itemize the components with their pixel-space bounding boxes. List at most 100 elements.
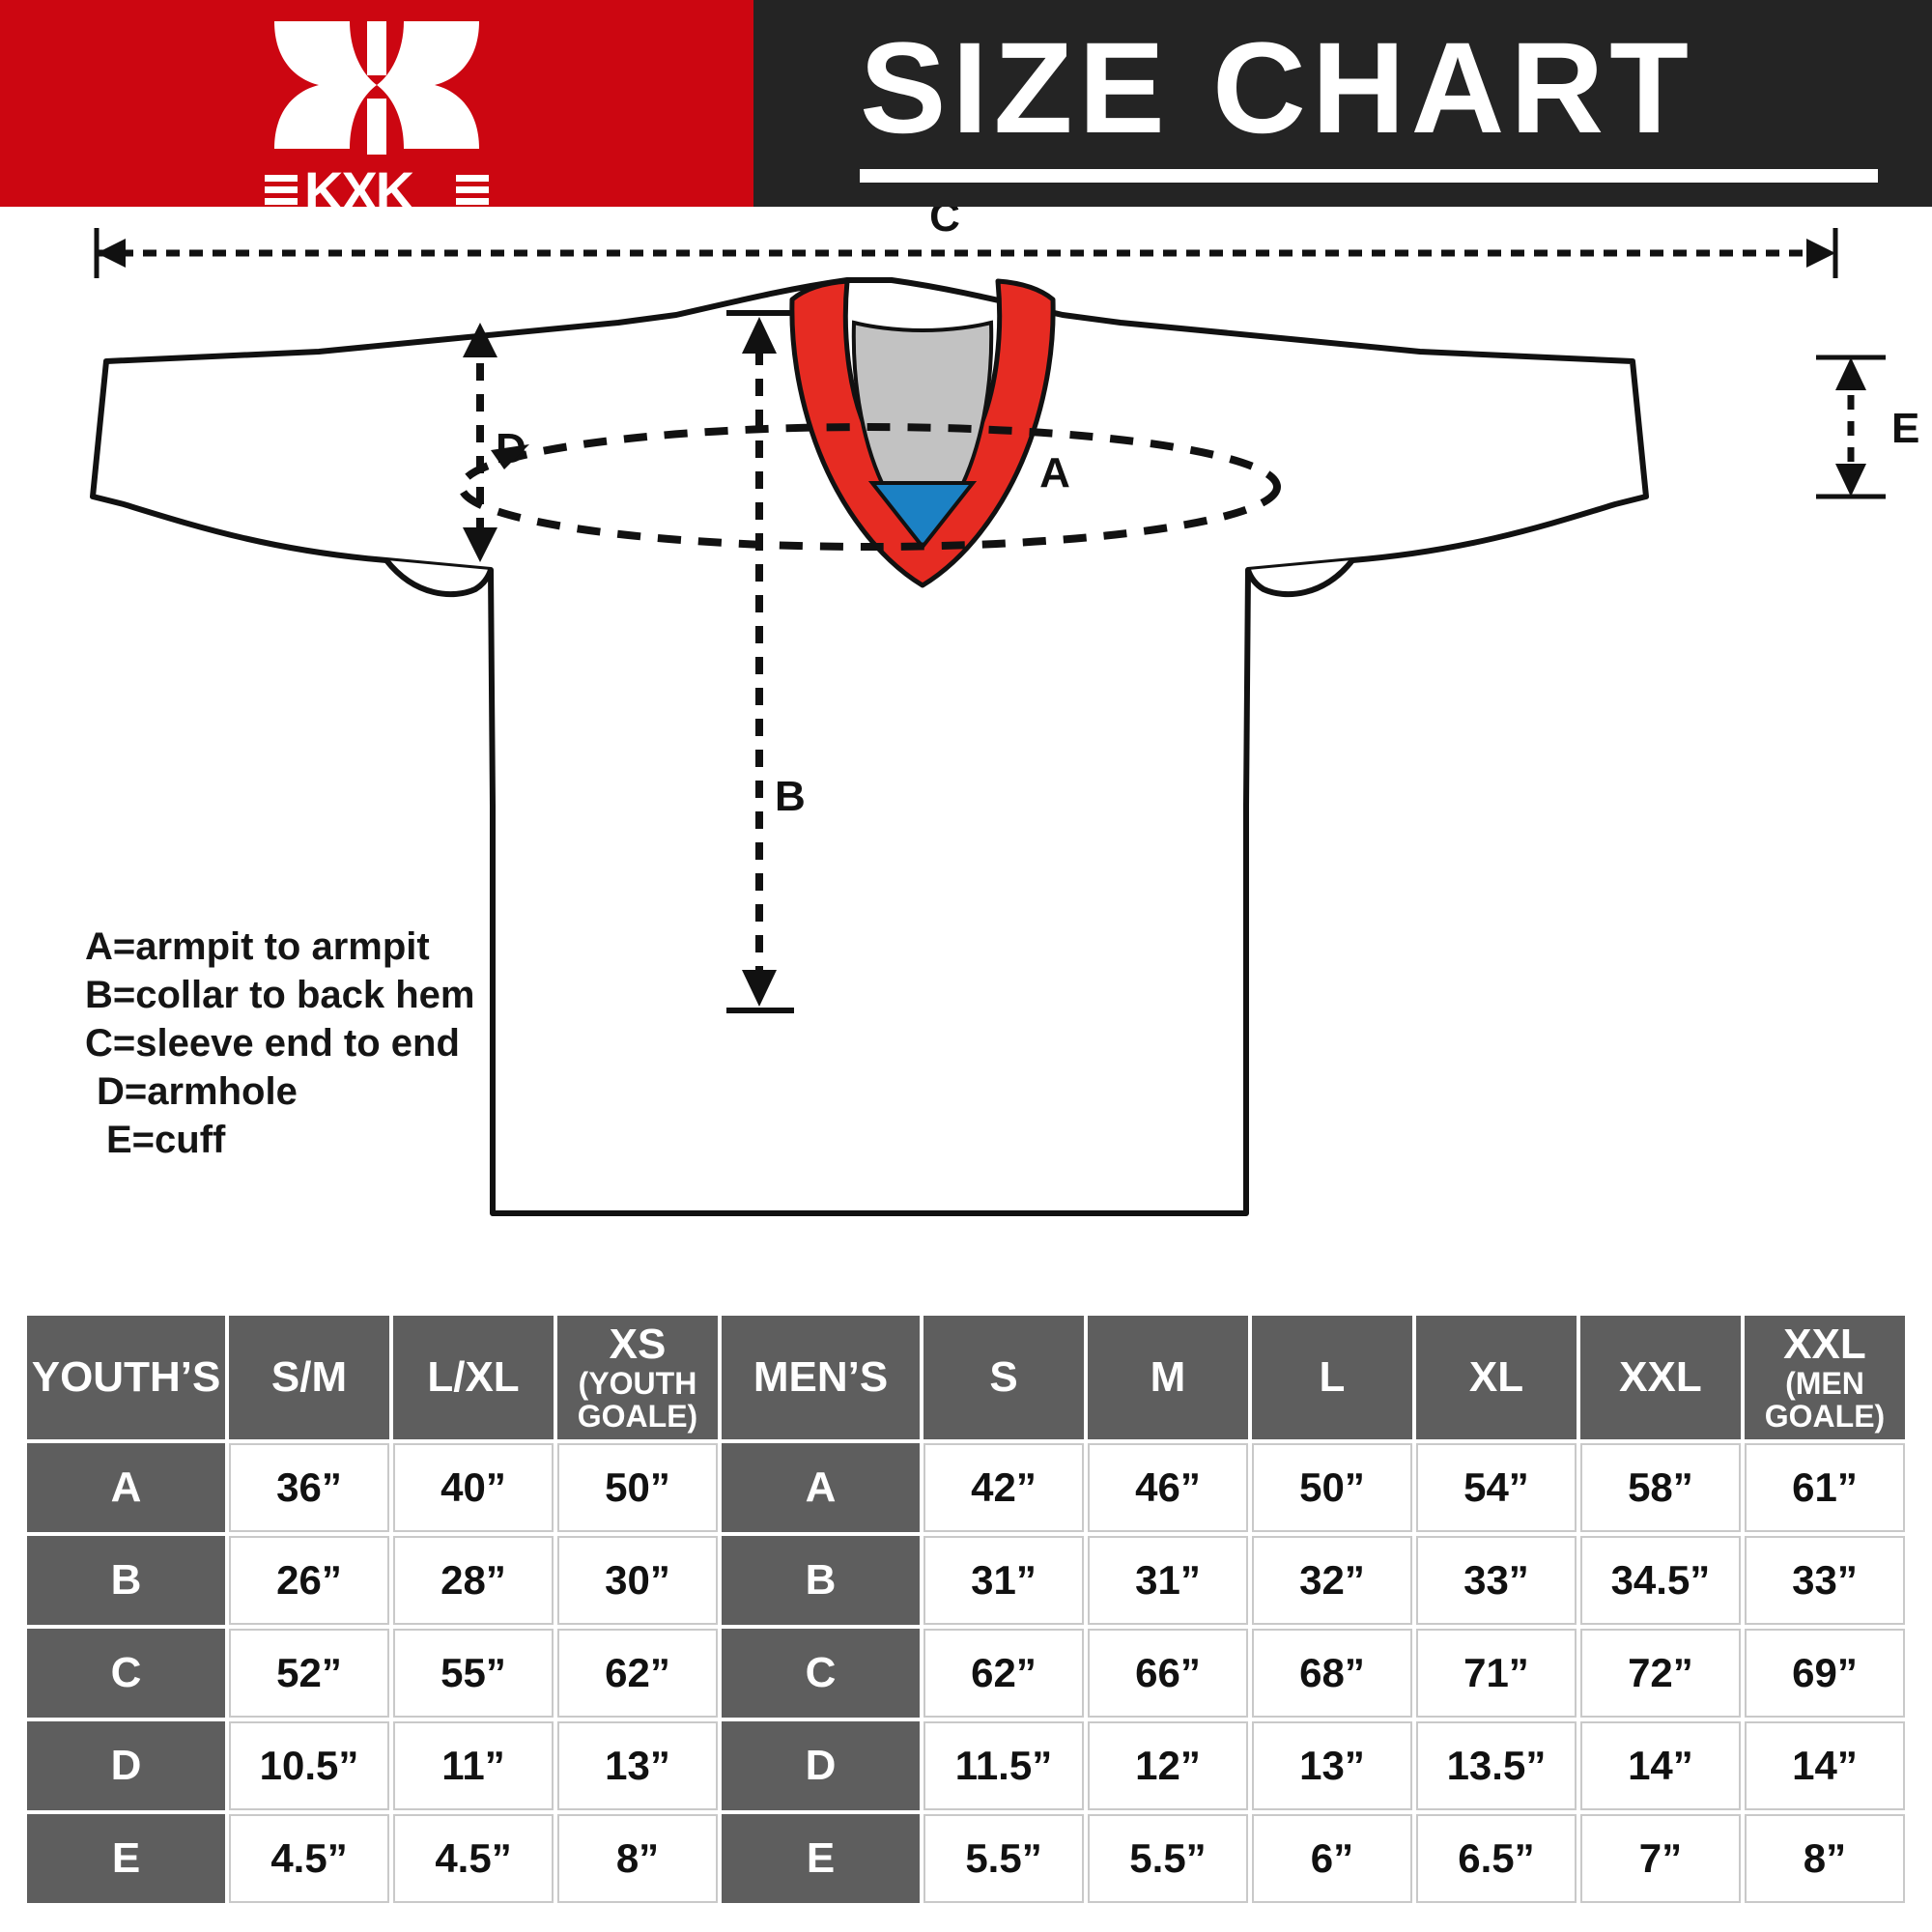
header-cell-sm-text: S/M xyxy=(270,1353,348,1401)
cell-men-b-xxl: 34.5” xyxy=(1579,1536,1741,1625)
dimension-b-arrow-top xyxy=(742,317,777,354)
cell-youth-a-sm: 36” xyxy=(229,1443,390,1532)
cell-men-a-m: 46” xyxy=(1088,1443,1248,1532)
header-cell-mens-text: MEN’S xyxy=(753,1353,889,1401)
dimension-e-label: E xyxy=(1891,405,1919,452)
legend-line-d: D=armhole xyxy=(97,1070,298,1113)
header-cell-xxlg-sub: (MEN GOALE) xyxy=(1764,1366,1886,1434)
cell-men-c-xl: 71” xyxy=(1415,1629,1577,1718)
cell-men-e-l: 6” xyxy=(1251,1814,1412,1903)
dimension-e-arrow-bottom xyxy=(1835,464,1866,497)
header-cell-xs-text: XS xyxy=(609,1321,667,1368)
cell-men-d-xxl: 14” xyxy=(1579,1721,1741,1810)
armpit-left xyxy=(384,558,494,598)
brand-wordmark: KXK xyxy=(265,162,489,216)
header-cell-xl: XL xyxy=(1415,1316,1577,1439)
header-cell-xxl: XXL xyxy=(1579,1316,1741,1439)
legend-line-e: E=cuff xyxy=(106,1119,226,1161)
cell-men-e-m: 5.5” xyxy=(1088,1814,1248,1903)
header-cell-lxl-text: L/XL xyxy=(427,1353,520,1401)
dimension-c-arrow-left xyxy=(97,239,126,268)
cell-youth-c-lxl: 55” xyxy=(393,1629,554,1718)
armpit-right xyxy=(1245,558,1355,598)
dimension-e: E xyxy=(1816,355,1919,499)
table-row: A 36” 40” 50” A 42” 46” 50” 54” 58” 61” xyxy=(27,1443,1905,1532)
cell-youth-c-sm: 52” xyxy=(229,1629,390,1718)
cell-youth-c-xs: 62” xyxy=(557,1629,718,1718)
dimension-d-arrow-bottom xyxy=(463,527,497,562)
row-label-men-b: B xyxy=(721,1536,921,1625)
cell-youth-b-xs: 30” xyxy=(557,1536,718,1625)
header-cell-s-text: S xyxy=(989,1353,1018,1401)
dimension-e-arrow-top xyxy=(1835,357,1866,390)
table-header-row: YOUTH’S S/M L/XL XS (YOUTH GOALE) MEN’S xyxy=(27,1316,1905,1439)
cell-men-a-l: 50” xyxy=(1251,1443,1412,1532)
header-cell-m: M xyxy=(1088,1316,1248,1439)
cell-men-d-xl: 13.5” xyxy=(1415,1721,1577,1810)
cell-men-c-xxlg: 69” xyxy=(1744,1629,1905,1718)
title-block: SIZE CHART xyxy=(860,21,1878,185)
cell-youth-a-xs: 50” xyxy=(557,1443,718,1532)
cell-men-e-xl: 6.5” xyxy=(1415,1814,1577,1903)
brand-logo: KXK xyxy=(0,15,753,216)
header-cell-s: S xyxy=(923,1316,1084,1439)
header-cell-youths: YOUTH’S xyxy=(27,1316,226,1439)
cell-men-d-l: 13” xyxy=(1251,1721,1412,1810)
dimension-d-arrow-top xyxy=(463,323,497,357)
cell-men-a-s: 42” xyxy=(923,1443,1084,1532)
collar-blue-insert xyxy=(867,481,978,551)
title-underline xyxy=(860,166,1878,185)
cell-men-e-xxl: 7” xyxy=(1579,1814,1741,1903)
header-cell-l-text: L xyxy=(1319,1353,1346,1401)
header-cell-sm: S/M xyxy=(229,1316,390,1439)
cell-men-b-xxlg: 33” xyxy=(1744,1536,1905,1625)
page-title: SIZE CHART xyxy=(860,16,1694,160)
cell-men-d-m: 12” xyxy=(1088,1721,1248,1810)
size-table-container: YOUTH’S S/M L/XL XS (YOUTH GOALE) MEN’S xyxy=(23,1312,1909,1907)
jersey-outline xyxy=(90,277,1649,1216)
header-cell-xl-text: XL xyxy=(1468,1353,1524,1401)
cell-youth-a-lxl: 40” xyxy=(393,1443,554,1532)
legend-line-b: B=collar to back hem xyxy=(85,974,475,1016)
cell-men-c-xxl: 72” xyxy=(1579,1629,1741,1718)
header-cell-m-text: M xyxy=(1150,1353,1186,1401)
header-cell-mens: MEN’S xyxy=(721,1316,921,1439)
cell-men-c-s: 62” xyxy=(923,1629,1084,1718)
header-cell-xs-sub: (YOUTH GOALE) xyxy=(577,1366,698,1434)
row-label-youth-a: A xyxy=(27,1443,226,1532)
bars-right-icon xyxy=(456,174,489,205)
header-cell-l: L xyxy=(1251,1316,1412,1439)
row-label-men-a: A xyxy=(721,1443,921,1532)
cell-men-c-m: 66” xyxy=(1088,1629,1248,1718)
cell-youth-e-xs: 8” xyxy=(557,1814,718,1903)
cell-youth-e-sm: 4.5” xyxy=(229,1814,390,1903)
cell-men-a-xxlg: 61” xyxy=(1744,1443,1905,1532)
header-cell-lxl: L/XL xyxy=(393,1316,554,1439)
legend-line-c: C=sleeve end to end xyxy=(85,1022,460,1065)
cell-youth-d-sm: 10.5” xyxy=(229,1721,390,1810)
title-panel: SIZE CHART xyxy=(753,0,1932,207)
cell-youth-b-sm: 26” xyxy=(229,1536,390,1625)
header-cell-xxl-men-goalie: XXL (MEN GOALE) xyxy=(1744,1316,1905,1439)
cell-men-b-l: 32” xyxy=(1251,1536,1412,1625)
header-cell-youths-text: YOUTH’S xyxy=(31,1353,221,1401)
cell-men-e-xxlg: 8” xyxy=(1744,1814,1905,1903)
table-row: D 10.5” 11” 13” D 11.5” 12” 13” 13.5” 14… xyxy=(27,1721,1905,1810)
cell-men-a-xxl: 58” xyxy=(1579,1443,1741,1532)
cell-men-d-xxlg: 14” xyxy=(1744,1721,1905,1810)
dimension-a: A xyxy=(458,423,1281,551)
dimension-c-arrow-right xyxy=(1806,239,1835,268)
jersey-diagram-svg: C xyxy=(90,207,1919,1216)
row-label-men-e: E xyxy=(721,1814,921,1903)
jersey-body-path xyxy=(90,277,1649,1216)
cell-youth-d-lxl: 11” xyxy=(393,1721,554,1810)
table-row: C 52” 55” 62” C 62” 66” 68” 71” 72” 69” xyxy=(27,1629,1905,1718)
row-label-youth-c: C xyxy=(27,1629,226,1718)
dimension-b-arrow-bottom xyxy=(742,970,777,1007)
header-cell-xs-youth-goalie: XS (YOUTH GOALE) xyxy=(557,1316,718,1439)
page-header: KXK SIZE CHART xyxy=(0,0,1932,216)
cell-men-b-xl: 33” xyxy=(1415,1536,1577,1625)
row-label-men-c: C xyxy=(721,1629,921,1718)
svg-text:KXK: KXK xyxy=(304,162,414,216)
jersey-diagram: C xyxy=(0,207,1932,1298)
